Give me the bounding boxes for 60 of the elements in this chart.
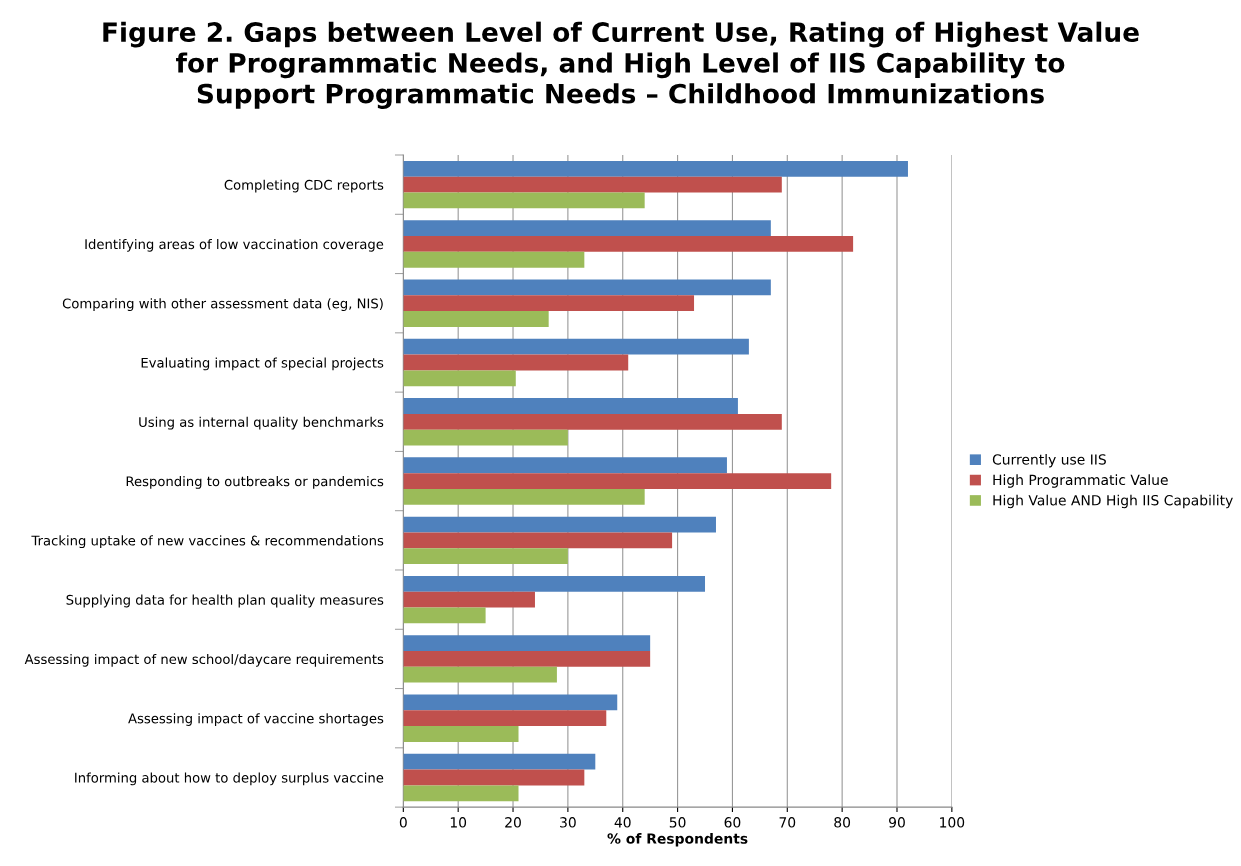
bar xyxy=(403,488,645,505)
bar xyxy=(403,516,716,533)
y-tick-label: Responding to outbreaks or pandemics xyxy=(126,476,384,489)
bar xyxy=(403,236,854,252)
bar xyxy=(403,575,706,592)
x-tick-label: 100 xyxy=(940,817,965,828)
bar xyxy=(403,295,695,312)
y-tick-label: Assessing impact of new school/daycare requirements xyxy=(24,653,384,667)
chart-title: Figure 2. Gaps between Level of Current Use, Rating of Highest Value for Programmatic Needs, and High Level of IIS Capability to Support Programmatic Needs – Childhood Immunizations xyxy=(103,21,1139,109)
bar xyxy=(403,311,549,327)
bar xyxy=(403,279,771,296)
bar xyxy=(403,769,585,786)
x-axis-title: % of Respondents xyxy=(607,833,748,847)
x-tick-label: 80 xyxy=(834,817,851,828)
y-tick-label: Tracking uptake of new vaccines & recommendations xyxy=(31,535,384,549)
bar xyxy=(403,429,568,446)
bar xyxy=(403,176,782,193)
bar xyxy=(403,785,519,802)
y-tick-label: Completing CDC reports xyxy=(224,179,384,193)
y-tick-label: Assessing impact of vaccine shortages xyxy=(128,713,384,726)
bar xyxy=(403,726,519,742)
bar xyxy=(403,354,629,371)
bar xyxy=(403,548,568,565)
y-tick-label: Evaluating impact of special projects xyxy=(141,357,384,371)
bar xyxy=(403,666,557,683)
bar xyxy=(403,370,516,387)
bar xyxy=(403,753,596,770)
bar xyxy=(403,251,585,268)
bar xyxy=(403,694,618,711)
y-tick-label: Informing about how to deploy surplus vaccine xyxy=(75,772,384,786)
bar xyxy=(403,220,771,237)
bar xyxy=(403,651,651,667)
x-tick-label: 90 xyxy=(889,817,905,828)
bar xyxy=(403,635,651,651)
bar xyxy=(403,591,535,608)
x-tick-label: 10 xyxy=(450,817,467,828)
x-tick-label: 30 xyxy=(560,817,576,828)
x-tick-label: 0 xyxy=(399,817,407,828)
bar xyxy=(403,710,607,727)
y-tick-label: Identifying areas of low vaccination coverage xyxy=(85,238,384,252)
x-tick-label: 40 xyxy=(614,817,631,828)
bar xyxy=(403,457,727,474)
y-tick-label: Using as internal quality benchmarks xyxy=(139,416,384,430)
legend-label: High Value AND High IIS Capability xyxy=(993,494,1233,509)
x-tick-label: 70 xyxy=(779,817,796,828)
bar xyxy=(403,413,782,430)
legend-label: Currently use IIS xyxy=(992,453,1106,468)
y-tick-label: Supplying data for health plan quality measures xyxy=(66,594,384,608)
bar xyxy=(403,398,738,414)
bar xyxy=(403,532,673,549)
x-tick-label: 20 xyxy=(505,817,521,828)
x-tick-label: 50 xyxy=(669,817,686,828)
bar xyxy=(403,338,749,355)
bar xyxy=(403,160,908,177)
y-tick-label: Comparing with other assessment data (eg, NIS) xyxy=(62,298,383,311)
bar xyxy=(403,192,645,209)
legend-label: High Programmatic Value xyxy=(993,474,1168,488)
bar xyxy=(403,473,832,489)
bar xyxy=(403,607,486,624)
x-tick-label: 60 xyxy=(724,817,741,828)
